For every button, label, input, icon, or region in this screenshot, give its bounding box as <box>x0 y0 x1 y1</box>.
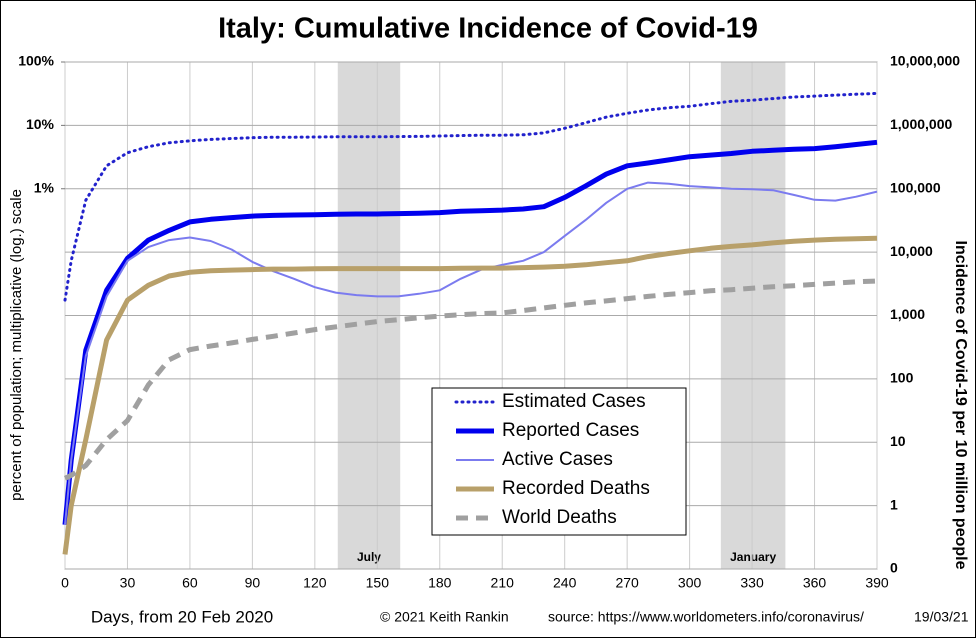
x-tick-label: 390 <box>865 575 889 591</box>
legend-box <box>431 387 687 536</box>
legend-label: Estimated Cases <box>502 391 646 412</box>
y2-tick-label: 10 <box>890 433 906 449</box>
legend-label: Active Cases <box>502 449 613 470</box>
x-tick-label: 270 <box>615 575 639 591</box>
shaded-label: January <box>730 550 776 564</box>
x-tick-label: 180 <box>428 575 452 591</box>
y2-tick-label: 100,000 <box>890 179 941 195</box>
footer-copyright: © 2021 Keith Rankin <box>380 609 509 625</box>
y2-axis-label: Incidence of Covid-19 per 10 million peo… <box>952 241 969 570</box>
x-tick-label: 0 <box>61 575 69 591</box>
y-tick-label: 100% <box>18 53 54 69</box>
x-tick-label: 60 <box>182 575 198 591</box>
x-tick-label: 90 <box>245 575 261 591</box>
x-tick-label: 300 <box>678 575 702 591</box>
series-line <box>63 91 879 302</box>
x-tick-label: 330 <box>740 575 764 591</box>
y2-tick-label: 10,000 <box>890 243 933 259</box>
y-tick-label: 1% <box>34 179 55 195</box>
y-tick-label: 10% <box>26 116 55 132</box>
series-line <box>64 181 878 525</box>
footer-source: source: https://www.worldometers.info/co… <box>548 609 864 625</box>
legend-label: World Deaths <box>502 507 617 528</box>
series-line <box>62 235 878 555</box>
y2-tick-label: 0 <box>890 560 898 576</box>
y-axis-label: percent of population; multiplicative (l… <box>8 189 25 501</box>
y2-tick-label: 1 <box>890 496 898 512</box>
x-tick-label: 240 <box>553 575 577 591</box>
shaded-label: July <box>357 550 381 564</box>
x-tick-label: 210 <box>491 575 515 591</box>
y2-tick-label: 1,000,000 <box>890 116 952 132</box>
y2-tick-label: 1,000 <box>890 306 925 322</box>
x-tick-label: 120 <box>303 575 327 591</box>
legend-label: Reported Cases <box>502 420 639 441</box>
x-tick-label: 30 <box>120 575 136 591</box>
chart-title: Italy: Cumulative Incidence of Covid-19 <box>218 13 758 45</box>
footer-date: 19/03/21 <box>914 609 969 625</box>
y2-tick-label: 10,000,000 <box>890 53 960 69</box>
y2-tick-label: 100 <box>890 370 914 386</box>
x-tick-label: 150 <box>366 575 390 591</box>
series-line <box>62 139 878 525</box>
legend: Estimated Cases Reported Cases Active Cas… <box>431 387 687 536</box>
x-axis-label: Days, from 20 Feb 2020 <box>91 607 273 626</box>
legend-label: Recorded Deaths <box>502 478 650 499</box>
x-tick-label: 360 <box>803 575 827 591</box>
